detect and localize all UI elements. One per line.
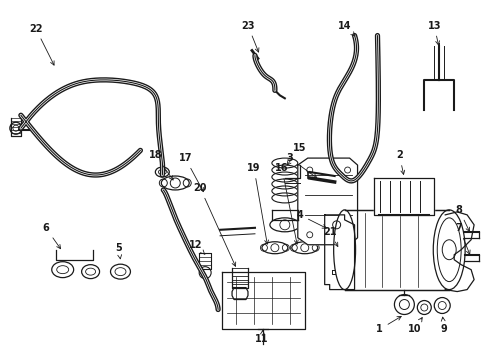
Text: 6: 6 [42,223,61,249]
Text: 9: 9 [440,317,447,334]
Text: 21: 21 [322,227,337,247]
Text: 5: 5 [115,243,122,259]
Text: 17: 17 [178,153,203,192]
Ellipse shape [432,210,464,289]
Text: 8: 8 [455,205,468,231]
Polygon shape [222,272,304,329]
Circle shape [433,298,449,314]
Text: 12: 12 [188,240,204,255]
Ellipse shape [333,210,355,289]
Text: 18: 18 [148,150,173,180]
Polygon shape [324,215,354,289]
Text: 2: 2 [395,150,404,174]
Text: 13: 13 [427,21,440,45]
Text: 11: 11 [255,330,268,345]
Bar [344,210,448,289]
Text: 23: 23 [241,21,258,52]
Text: 14: 14 [337,21,354,36]
Text: 15: 15 [286,143,306,165]
Text: 22: 22 [29,24,54,65]
Text: 7: 7 [455,223,469,254]
Text: 3: 3 [286,153,316,178]
Text: 20: 20 [193,183,235,266]
Text: 19: 19 [247,163,268,244]
Text: 4: 4 [296,210,325,228]
Circle shape [394,294,413,315]
Polygon shape [297,158,357,245]
Polygon shape [374,178,433,215]
Circle shape [416,301,430,315]
Text: 16: 16 [275,163,298,244]
Text: 10: 10 [407,318,421,334]
Text: 1: 1 [375,316,400,334]
